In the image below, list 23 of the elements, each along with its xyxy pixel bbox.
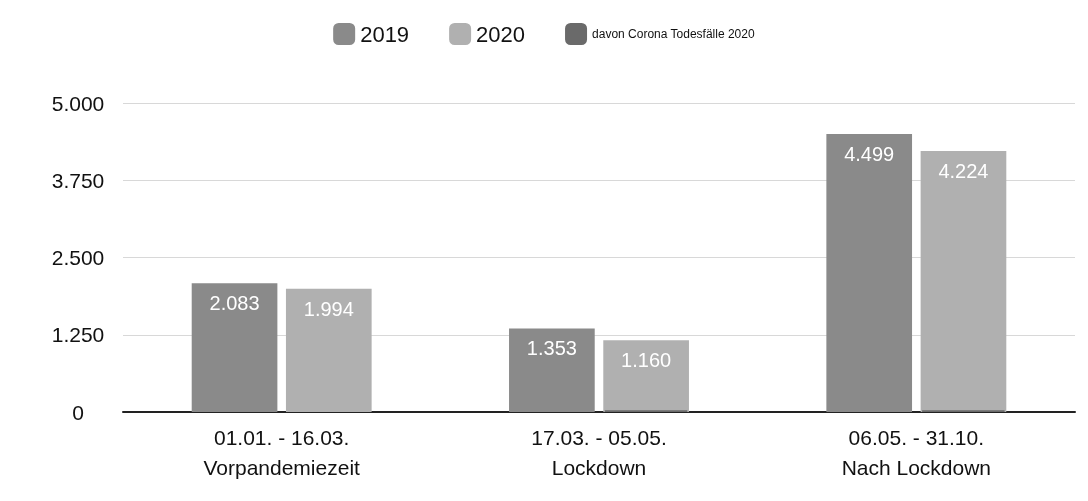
y-tick-label: 0 xyxy=(72,400,84,424)
legend-label: 2020 xyxy=(476,21,526,47)
bar xyxy=(191,283,278,412)
data-label: 1.353 xyxy=(526,337,577,360)
bar xyxy=(826,133,913,412)
x-tick-label: 01.01. - 16.03. Vorpandemiezeit xyxy=(203,425,361,479)
y-tick-label: 5.000 xyxy=(51,91,105,115)
data-label: 4.224 xyxy=(938,159,989,182)
bar xyxy=(285,288,372,412)
y-tick-label: 2.500 xyxy=(51,246,105,269)
legend-label: davon Corona Todesfälle 2020 xyxy=(592,27,755,41)
bar xyxy=(509,328,595,412)
y-tick-label: 1.250 xyxy=(51,323,105,347)
data-label: 1.160 xyxy=(621,349,672,372)
data-label: 2.083 xyxy=(209,292,260,315)
x-tick-label: 17.03. - 05.05. Lockdown xyxy=(531,425,667,479)
y-tick-label: 3.750 xyxy=(51,168,105,192)
x-tick-label: 06.05. - 31.10. Nach Lockdown xyxy=(841,425,992,479)
data-label: 4.499 xyxy=(844,142,895,165)
bar xyxy=(603,340,689,412)
data-label: 1.994 xyxy=(303,297,354,320)
legend-label: 2019 xyxy=(360,21,410,47)
bar xyxy=(920,150,1007,412)
